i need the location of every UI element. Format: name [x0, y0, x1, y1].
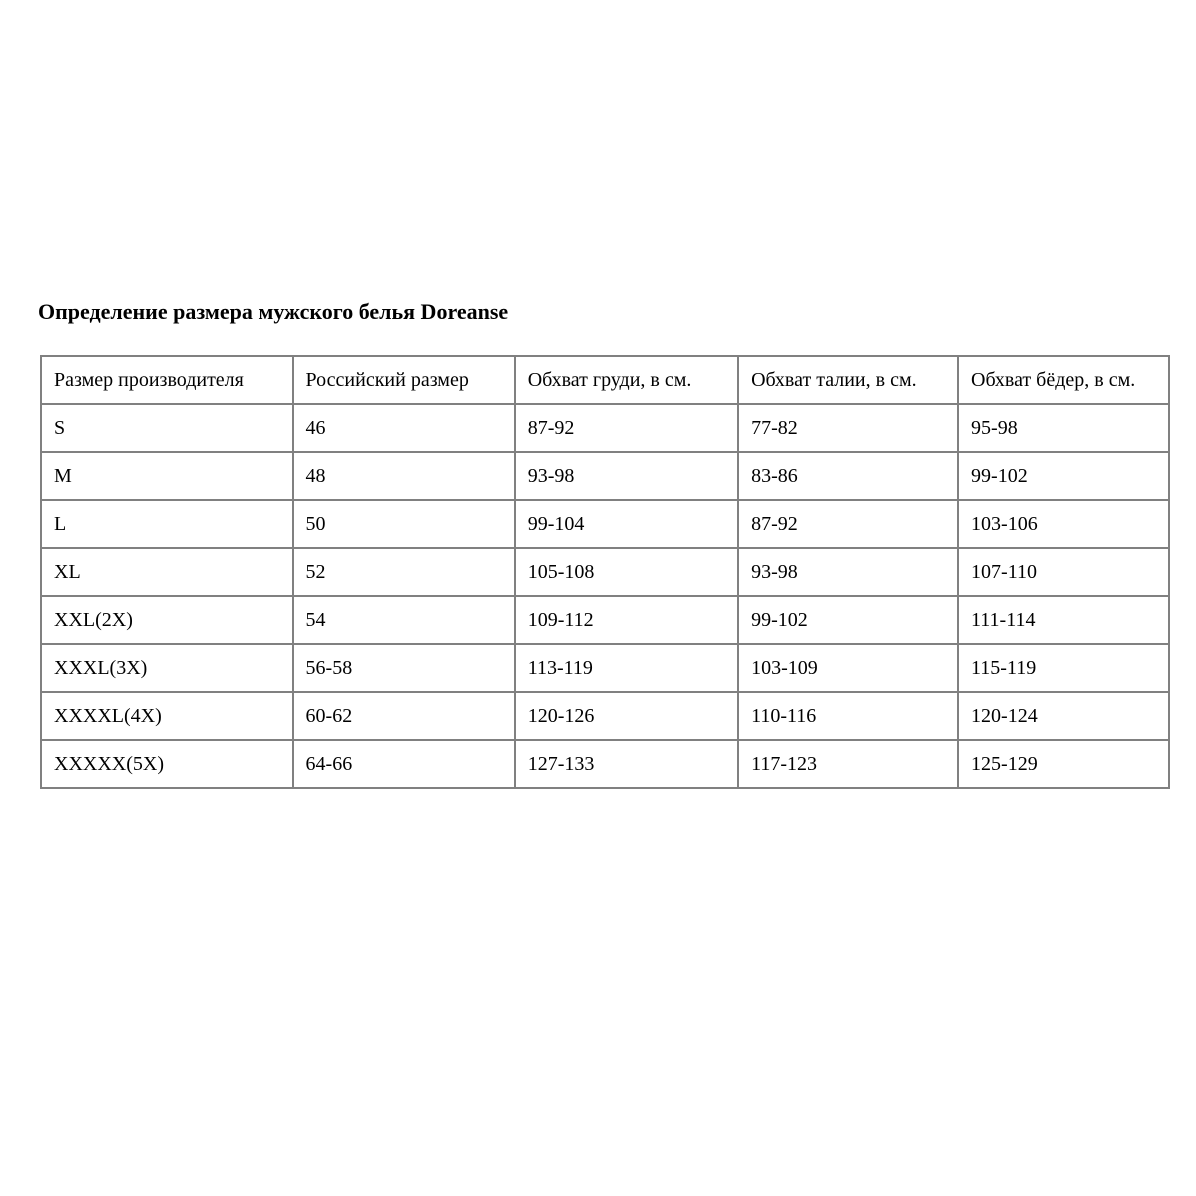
cell-chest: 105-108 — [513, 547, 740, 597]
cell-hips: 120-124 — [957, 691, 1170, 741]
cell-russian-size: 60-62 — [291, 691, 516, 741]
cell-chest: 120-126 — [513, 691, 740, 741]
cell-chest: 109-112 — [513, 595, 740, 645]
cell-waist: 117-123 — [737, 739, 960, 789]
cell-waist: 103-109 — [737, 643, 960, 693]
cell-waist: 83-86 — [737, 451, 960, 501]
cell-waist: 110-116 — [737, 691, 960, 741]
table-row: XXXXX(5X) 64-66 127-133 117-123 125-129 — [40, 739, 1170, 789]
cell-waist: 87-92 — [737, 499, 960, 549]
cell-waist: 77-82 — [737, 403, 960, 453]
table-header-row: Размер производителя Российский размер О… — [40, 355, 1170, 405]
cell-manufacturer-size: S — [40, 403, 294, 453]
cell-chest: 113-119 — [513, 643, 740, 693]
cell-waist: 99-102 — [737, 595, 960, 645]
cell-chest: 93-98 — [513, 451, 740, 501]
cell-russian-size: 54 — [291, 595, 516, 645]
cell-manufacturer-size: M — [40, 451, 294, 501]
cell-chest: 87-92 — [513, 403, 740, 453]
cell-hips: 115-119 — [957, 643, 1170, 693]
cell-manufacturer-size: XL — [40, 547, 294, 597]
cell-russian-size: 50 — [291, 499, 516, 549]
table-row: XXXXL(4X) 60-62 120-126 110-116 120-124 — [40, 691, 1170, 741]
size-chart-table: Размер производителя Российский размер О… — [40, 355, 1170, 789]
column-header-russian-size: Российский размер — [291, 355, 516, 405]
cell-manufacturer-size: XXXXX(5X) — [40, 739, 294, 789]
cell-hips: 95-98 — [957, 403, 1170, 453]
table-row: M 48 93-98 83-86 99-102 — [40, 451, 1170, 501]
cell-chest: 127-133 — [513, 739, 740, 789]
column-header-chest: Обхват груди, в см. — [513, 355, 740, 405]
cell-hips: 125-129 — [957, 739, 1170, 789]
table-row: S 46 87-92 77-82 95-98 — [40, 403, 1170, 453]
table-row: L 50 99-104 87-92 103-106 — [40, 499, 1170, 549]
cell-manufacturer-size: XXL(2X) — [40, 595, 294, 645]
table-row: XXXL(3X) 56-58 113-119 103-109 115-119 — [40, 643, 1170, 693]
table-row: XL 52 105-108 93-98 107-110 — [40, 547, 1170, 597]
cell-hips: 103-106 — [957, 499, 1170, 549]
cell-russian-size: 52 — [291, 547, 516, 597]
table-row: XXL(2X) 54 109-112 99-102 111-114 — [40, 595, 1170, 645]
column-header-hips: Обхват бёдер, в см. — [957, 355, 1170, 405]
cell-russian-size: 46 — [291, 403, 516, 453]
cell-russian-size: 64-66 — [291, 739, 516, 789]
column-header-waist: Обхват талии, в см. — [737, 355, 960, 405]
cell-russian-size: 56-58 — [291, 643, 516, 693]
cell-chest: 99-104 — [513, 499, 740, 549]
cell-hips: 107-110 — [957, 547, 1170, 597]
column-header-manufacturer-size: Размер производителя — [40, 355, 294, 405]
cell-hips: 111-114 — [957, 595, 1170, 645]
cell-waist: 93-98 — [737, 547, 960, 597]
cell-manufacturer-size: XXXL(3X) — [40, 643, 294, 693]
cell-hips: 99-102 — [957, 451, 1170, 501]
page-title: Определение размера мужского белья Dorea… — [38, 299, 509, 324]
cell-manufacturer-size: XXXXL(4X) — [40, 691, 294, 741]
cell-russian-size: 48 — [291, 451, 516, 501]
cell-manufacturer-size: L — [40, 499, 294, 549]
